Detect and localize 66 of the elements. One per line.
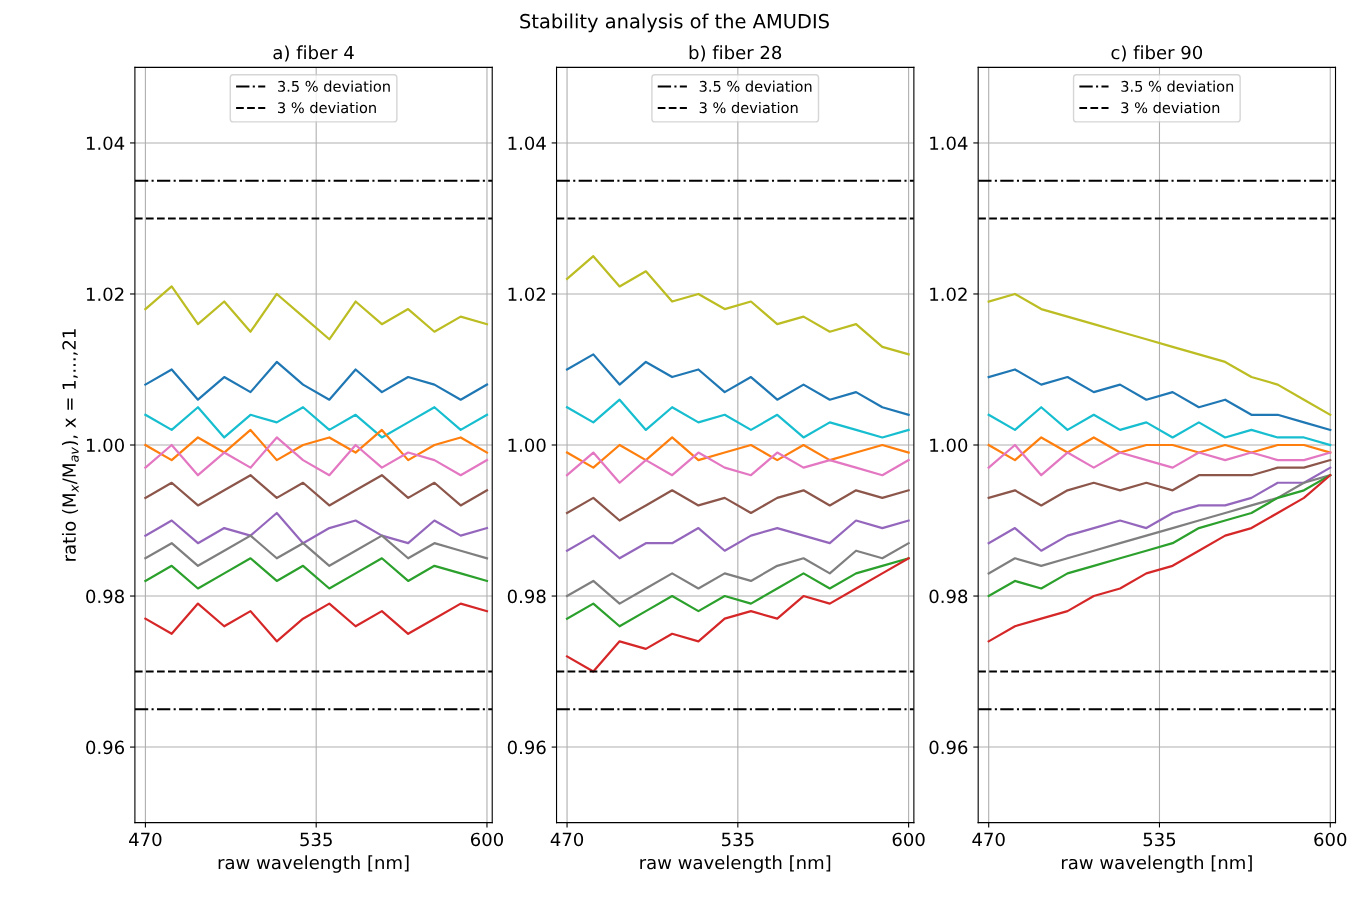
line-series [987,466,1332,552]
chart-title: c) fiber 90 [1111,45,1203,62]
x-tick-label: 535 [300,832,332,847]
x-tick-label: 535 [721,832,754,847]
line-series [144,360,489,401]
line-series [565,557,910,628]
y-tick-label: 1.02 [86,287,124,302]
line-series [144,428,489,462]
y-tick-label: 1.02 [930,287,967,302]
x-tick-label: 535 [1143,832,1176,847]
line-series [565,353,910,416]
x-axis-title: raw wavelength [nm] [1061,855,1252,873]
line-series [144,436,489,477]
y-tick-label: 1.02 [508,287,546,302]
legend-label: 3 % deviation [1121,101,1220,114]
line-series [565,519,910,560]
legend-label: 3.5 % deviation [699,80,812,92]
x-axis-title: raw wavelength [nm] [218,855,409,873]
line-series [144,474,489,507]
x-tick-label: 600 [471,832,503,847]
line-series [565,451,910,484]
line-series [144,406,489,439]
line-series [144,602,489,643]
text: Stability analysis of the AMUDIS [520,13,829,33]
x-tick-label: 470 [550,832,584,847]
line-series [565,436,910,469]
chart-title: b) fiber 28 [689,45,782,62]
y-axis-title: ratio (M$_{x}$/M$_{av}$), x = 1,...,21 [61,329,79,561]
line-series [565,557,910,673]
y-tick-label: 0.96 [86,740,125,755]
y-tick-label: 1.00 [930,438,968,453]
line-series [565,489,910,522]
y-tick-label: 0.96 [507,740,546,755]
legend-label: 3 % deviation [278,101,376,114]
line-series [987,459,1332,507]
x-tick-label: 600 [1314,832,1347,847]
legend-label: 3 % deviation [699,101,798,114]
line-series [987,368,1332,432]
line-series [987,436,1332,462]
line-series [144,534,489,567]
line-series [144,285,489,341]
x-tick-label: 600 [892,832,925,847]
line-series [987,406,1332,447]
chart-title: a) fiber 4 [273,45,354,62]
y-tick-label: 1.00 [508,438,546,453]
y-tick-label: 0.98 [929,589,968,604]
y-tick-label: 1.04 [508,136,546,151]
y-tick-label: 0.96 [929,740,968,755]
x-tick-label: 470 [972,832,1005,847]
y-tick-label: 0.98 [507,589,546,604]
y-tick-label: 1.00 [86,438,124,453]
x-axis-title: raw wavelength [nm] [640,855,831,873]
line-series [144,557,489,590]
legend-label: 3.5 % deviation [278,80,390,92]
y-tick-label: 1.04 [86,136,125,151]
y-tick-label: 1.04 [930,136,968,151]
line-series [565,398,910,439]
line-series [987,443,1332,477]
line-series [565,542,910,605]
y-tick-label: 0.98 [86,589,124,604]
line-series [987,474,1332,643]
line-series [565,255,910,356]
x-tick-label: 470 [129,832,162,847]
line-series [144,511,489,545]
legend-label: 3.5 % deviation [1121,80,1234,92]
line-series [987,292,1332,416]
